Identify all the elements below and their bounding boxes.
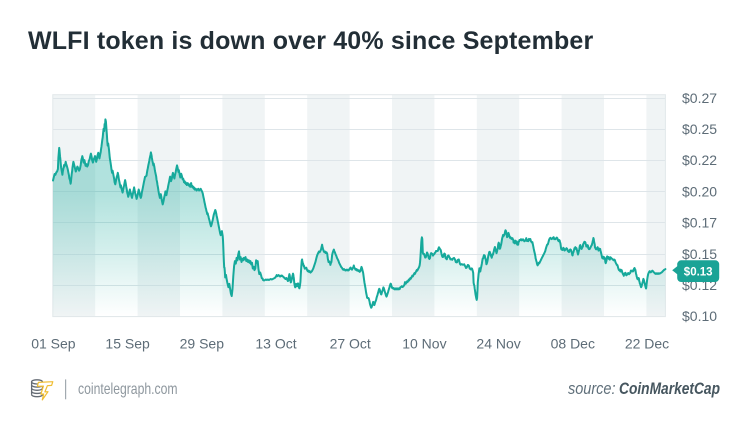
- svg-text:WLFI token is down over 40% si: WLFI token is down over 40% since Septem…: [28, 27, 593, 55]
- svg-text:13 Oct: 13 Oct: [255, 336, 296, 352]
- svg-text:10 Nov: 10 Nov: [402, 336, 446, 352]
- svg-text:$0.25: $0.25: [682, 121, 717, 137]
- svg-text:$0.13: $0.13: [684, 266, 713, 278]
- svg-text:27 Oct: 27 Oct: [330, 336, 371, 352]
- svg-text:$0.15: $0.15: [682, 246, 717, 262]
- svg-text:$0.10: $0.10: [682, 308, 717, 324]
- svg-text:29 Sep: 29 Sep: [180, 336, 225, 352]
- svg-text:$0.20: $0.20: [682, 183, 717, 199]
- svg-text:24 Nov: 24 Nov: [476, 336, 520, 352]
- svg-text:source:: source:: [568, 380, 616, 398]
- svg-text:cointelegraph.com: cointelegraph.com: [78, 381, 178, 398]
- svg-text:01 Sep: 01 Sep: [31, 336, 76, 352]
- svg-text:$0.27: $0.27: [682, 90, 717, 106]
- svg-text:$0.17: $0.17: [682, 215, 717, 231]
- svg-text:22 Dec: 22 Dec: [625, 336, 669, 352]
- svg-text:CoinMarketCap: CoinMarketCap: [619, 380, 720, 398]
- svg-text:08 Dec: 08 Dec: [551, 336, 595, 352]
- svg-text:15 Sep: 15 Sep: [105, 336, 150, 352]
- svg-text:$0.22: $0.22: [682, 152, 717, 168]
